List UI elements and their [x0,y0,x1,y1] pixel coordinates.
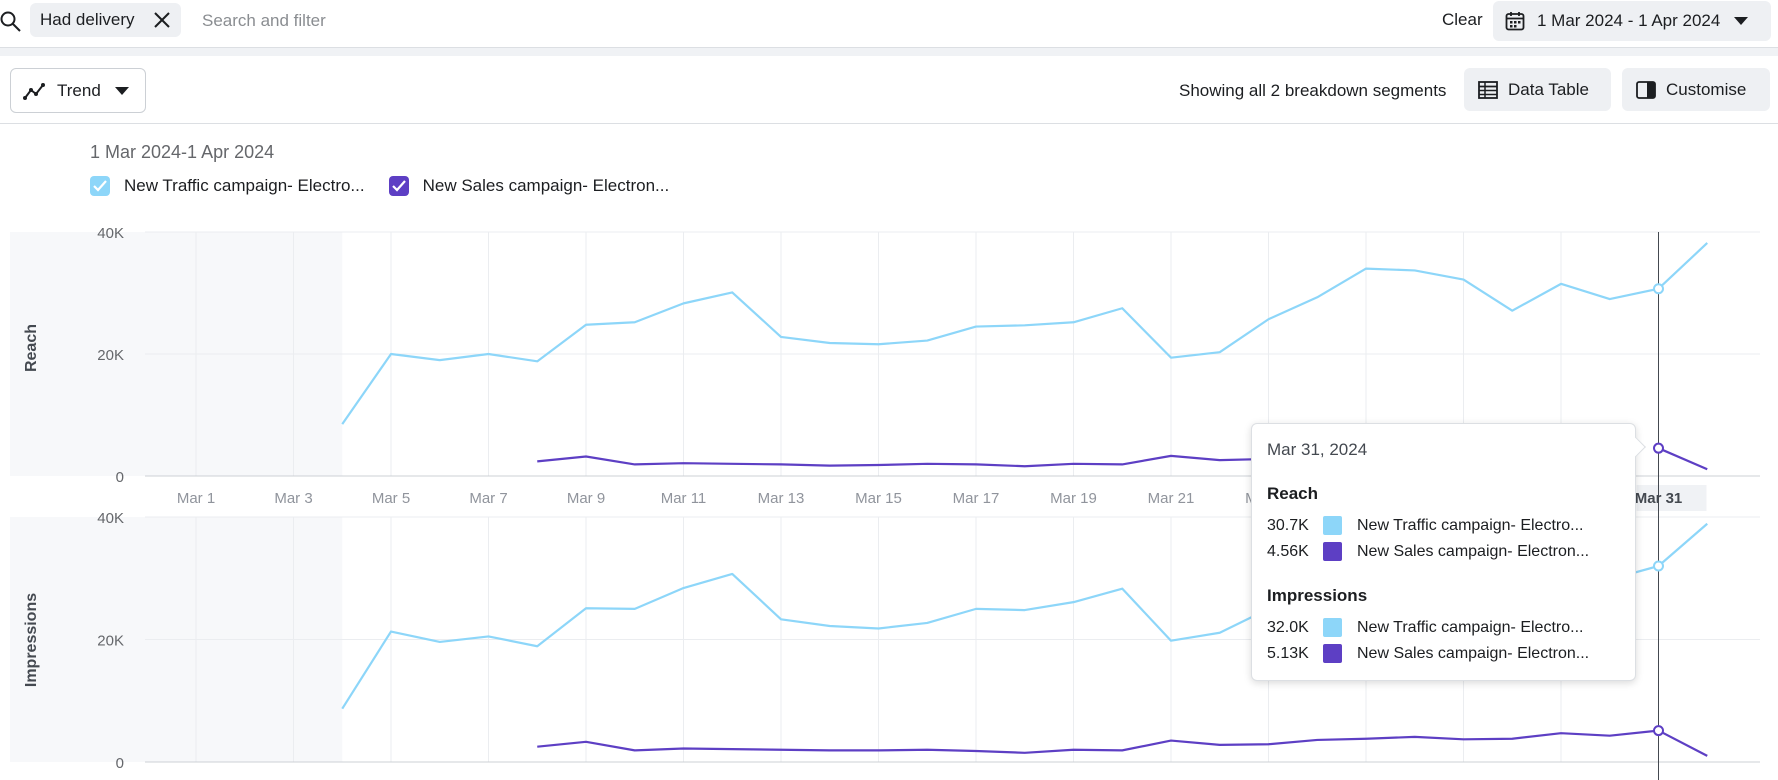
trend-dropdown[interactable]: Trend [10,68,146,113]
series-line [537,729,1708,757]
filter-bar: Had delivery Clear 1 Mar 2024 - 1 Apr 20… [0,0,1778,48]
tooltip-series-label: New Sales campaign- Electron... [1357,644,1590,662]
data-point [1653,560,1664,572]
y-tick-label: 40K [97,225,124,242]
x-tick-label: Mar 17 [953,490,1000,507]
legend-label: New Sales campaign- Electron... [422,176,670,195]
tooltip-value: 30.7K [1267,516,1309,534]
tooltip-value: 4.56K [1267,542,1309,560]
x-tick-label: Mar 21 [1148,490,1195,507]
x-tick-label: Mar 7 [469,490,507,507]
y-tick-label: 20K [97,347,124,364]
trend-label: Trend [57,80,101,100]
divider [0,48,1778,56]
series-line [537,454,1269,468]
checkbox-checked-icon[interactable] [90,176,110,196]
y-tick-label: 0 [116,469,124,486]
x-tick-label: Mar 13 [758,490,805,507]
segments-text: Showing all 2 breakdown segments [1179,81,1447,100]
customise-label: Customise [1666,79,1747,99]
tooltip-date: Mar 31, 2024 [1267,440,1368,459]
data-table-button[interactable]: Data Table [1464,68,1611,111]
y-tick-label: 0 [116,755,124,772]
y-axis-title: Reach [23,324,40,372]
chart-tooltip: Mar 31, 2024 Reach 30.7K New Traffic cam… [1251,423,1646,681]
tooltip-section-title: Reach [1267,484,1319,503]
x-tick-label: Mar 9 [567,490,605,507]
x-tick-label: Mar 5 [372,490,410,507]
tooltip-row: 5.13K New Sales campaign- Electron... [1267,644,1589,663]
tooltip-row: 32.0K New Traffic campaign- Electro... [1267,618,1583,637]
y-axis-title: Impressions [23,593,40,687]
series-line [1658,447,1708,471]
customise-button[interactable]: Customise [1622,68,1770,111]
tooltip-series-label: New Sales campaign- Electron... [1357,542,1590,560]
filter-chip[interactable]: Had delivery [30,3,181,37]
x-tick-label: Mar 11 [661,490,707,507]
date-range-button[interactable]: 1 Mar 2024 - 1 Apr 2024 [1493,1,1771,41]
panel-icon [1636,80,1656,99]
data-point [1653,442,1664,454]
trend-charts: 0 20K 40K Reach Mar 1 Mar 3 Mar 5 Mar 7 Mar 9 Mar… [10,225,1760,780]
chart-legend: New Traffic campaign- Electro... New Sal… [90,176,669,196]
hover-label-bg [1636,485,1707,511]
trend-icon [23,82,45,100]
x-tick-label: Mar 1 [177,490,215,507]
calendar-icon [1505,12,1525,31]
chart-date-range: 1 Mar 2024-1 Apr 2024 [90,142,275,162]
chevron-down-icon [114,86,129,95]
date-range-label: 1 Mar 2024 - 1 Apr 2024 [1537,11,1721,30]
search-input[interactable] [202,8,702,34]
series-swatch [1323,644,1342,663]
filter-chip-label: Had delivery [40,10,135,29]
legend-label: New Traffic campaign- Electro... [124,176,365,195]
data-table-label: Data Table [1508,79,1589,99]
tooltip-series-label: New Traffic campaign- Electro... [1357,516,1584,534]
data-point [1653,283,1664,295]
series-line [341,572,1269,710]
legend-item-traffic[interactable]: New Traffic campaign- Electro... [90,176,365,196]
y-tick-label: 20K [97,633,124,650]
tooltip-value: 5.13K [1267,644,1309,662]
series-swatch [1323,542,1342,561]
close-icon[interactable] [153,11,171,29]
tooltip-section-title: Impressions [1267,586,1368,605]
tooltip-value: 32.0K [1267,618,1309,636]
series-swatch [1323,516,1342,535]
tooltip-series-label: New Traffic campaign- Electro... [1357,618,1584,636]
chart-toolbar: Trend Showing all 2 breakdown segments D… [0,56,1778,124]
series-line [341,242,1709,425]
x-tick-label: Mar 15 [855,490,902,507]
chevron-down-icon [1734,17,1749,25]
data-point [1653,725,1664,737]
checkbox-checked-icon[interactable] [388,176,409,196]
x-tick-label: Mar 3 [274,490,312,507]
y-tick-label: 40K [97,510,124,527]
tooltip-row: 4.56K New Sales campaign- Electron... [1267,542,1589,561]
legend-item-sales[interactable]: New Sales campaign- Electron... [388,176,670,196]
search-icon[interactable] [0,10,22,32]
series-swatch [1323,618,1342,637]
table-icon [1478,80,1498,99]
x-tick-label: Mar 19 [1050,490,1097,507]
clear-button[interactable]: Clear [1442,10,1483,29]
tooltip-row: 30.7K New Traffic campaign- Electro... [1267,516,1583,535]
